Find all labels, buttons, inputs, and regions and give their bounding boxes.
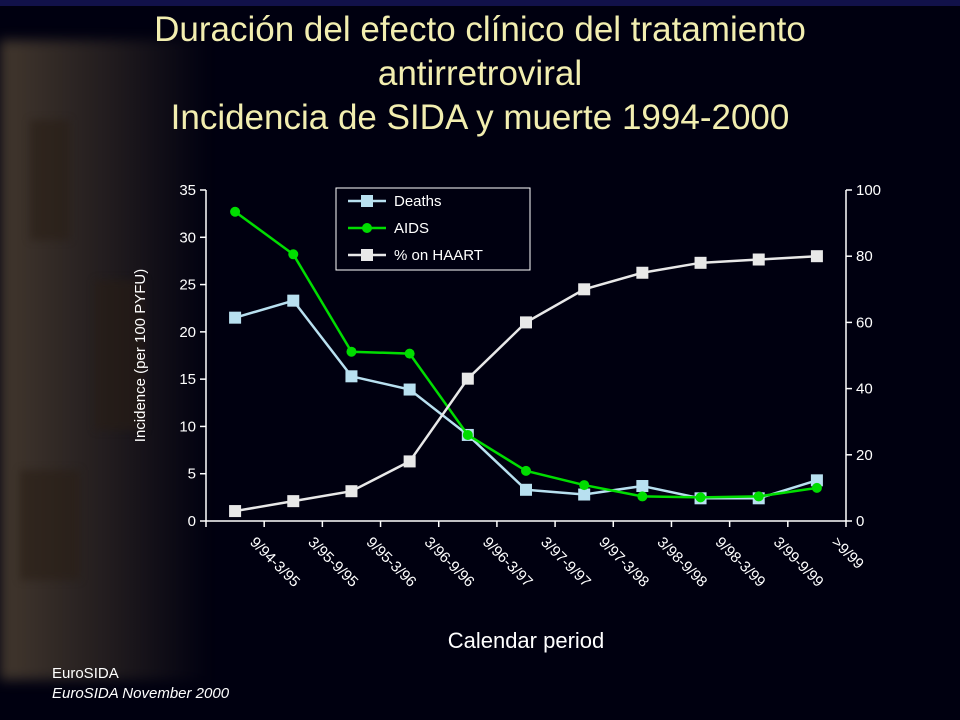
- background-photo-detail: [95, 280, 145, 430]
- legend: Deaths AIDS % on HAART: [335, 187, 531, 271]
- legend-swatch-marker: [361, 249, 373, 261]
- data-point-aids: [695, 492, 706, 503]
- data-point-aids: [288, 249, 299, 260]
- x-tick-label: 3/97-9/97: [537, 534, 594, 591]
- data-point-on-haart: [578, 283, 591, 296]
- data-point-on-haart: [636, 266, 649, 279]
- left-tick-label: 20: [179, 324, 196, 341]
- x-tick-label: 9/97-3/98: [595, 534, 652, 591]
- data-point-deaths: [578, 488, 591, 501]
- title-line-3: Incidencia de SIDA y muerte 1994-2000: [170, 98, 790, 137]
- data-point-aids: [462, 429, 473, 440]
- left-tick-label: 15: [179, 371, 196, 388]
- right-tick-label: 0: [856, 513, 864, 530]
- data-point-on-haart: [752, 253, 765, 266]
- data-point-on-haart: [345, 485, 358, 498]
- title-line-1: Duración del efecto clínico del tratamie…: [154, 10, 806, 49]
- right-tick-label: 100: [856, 182, 881, 199]
- x-tick-label: 3/96-9/96: [421, 534, 478, 591]
- data-point-deaths: [810, 474, 823, 487]
- x-axis-label: Calendar period: [448, 628, 605, 653]
- left-tick-label: 5: [188, 466, 196, 483]
- legend-swatch-marker: [361, 195, 373, 207]
- data-point-aids: [230, 206, 241, 217]
- data-point-on-haart: [403, 455, 416, 468]
- data-point-aids: [637, 491, 648, 502]
- x-tick-label: 3/99-9/99: [770, 534, 827, 591]
- right-tick-label: 80: [856, 248, 873, 265]
- data-point-on-haart: [810, 250, 823, 263]
- right-tick-label: 40: [856, 381, 873, 398]
- data-point-on-haart: [694, 256, 707, 269]
- data-point-aids: [404, 348, 415, 359]
- x-tick-label: 9/95-3/96: [363, 534, 420, 591]
- data-point-on-haart: [229, 505, 242, 518]
- x-tick-label: 3/98-9/98: [654, 534, 711, 591]
- left-tick-label: 10: [179, 418, 196, 435]
- data-point-aids: [346, 346, 357, 357]
- data-point-deaths: [345, 370, 358, 383]
- top-rule: [0, 0, 960, 6]
- y-axis-label: Incidence (per 100 PYFU): [132, 269, 149, 442]
- data-point-aids: [579, 480, 590, 491]
- data-point-deaths: [636, 480, 649, 493]
- legend-label: % on HAART: [394, 247, 483, 264]
- x-tick-label: >9/99: [828, 534, 867, 573]
- right-tick-label: 20: [856, 447, 873, 464]
- left-tick-label: 25: [179, 277, 196, 294]
- x-tick-label: 3/95-9/95: [304, 534, 361, 591]
- left-tick-label: 30: [179, 229, 196, 246]
- footer: EuroSIDA EuroSIDA November 2000: [52, 664, 229, 704]
- right-y-ticks: 0 20 40 60 80 100: [846, 182, 881, 530]
- x-tick-label: 9/94-3/95: [246, 534, 303, 591]
- x-tick-label: 9/98-3/99: [712, 534, 769, 591]
- title-line-2: antirretroviral: [377, 54, 583, 93]
- footer-citation: EuroSIDA November 2000: [52, 685, 230, 702]
- left-tick-label: 35: [179, 182, 196, 199]
- data-point-aids: [753, 491, 764, 502]
- legend-label: AIDS: [394, 220, 429, 237]
- data-point-deaths: [403, 383, 416, 396]
- legend-label: Deaths: [394, 193, 442, 210]
- left-y-ticks: 0 5 10 15 20 25 30 35: [179, 182, 206, 530]
- data-point-deaths: [229, 311, 242, 324]
- background-photo-detail: [30, 120, 70, 240]
- footer-source: EuroSIDA: [52, 665, 119, 682]
- data-point-on-haart: [461, 372, 474, 385]
- data-point-aids: [521, 465, 531, 476]
- slide-title: Duración del efecto clínico del tratamie…: [0, 8, 960, 140]
- data-point-aids: [811, 482, 822, 493]
- legend-swatch-marker: [362, 223, 372, 233]
- data-point-deaths: [520, 483, 532, 496]
- data-point-on-haart: [520, 316, 532, 329]
- right-tick-label: 60: [856, 314, 873, 331]
- x-tick-label: 9/96-3/97: [479, 534, 536, 591]
- data-point-on-haart: [287, 495, 300, 508]
- left-tick-label: 0: [188, 513, 196, 530]
- background-photo-detail: [20, 470, 80, 580]
- data-point-deaths: [287, 294, 300, 307]
- series-layer: [229, 206, 823, 518]
- x-ticks: 9/94-3/95 3/95-9/95 9/95-3/96 3/96-9/96 9/96…: [205, 521, 867, 591]
